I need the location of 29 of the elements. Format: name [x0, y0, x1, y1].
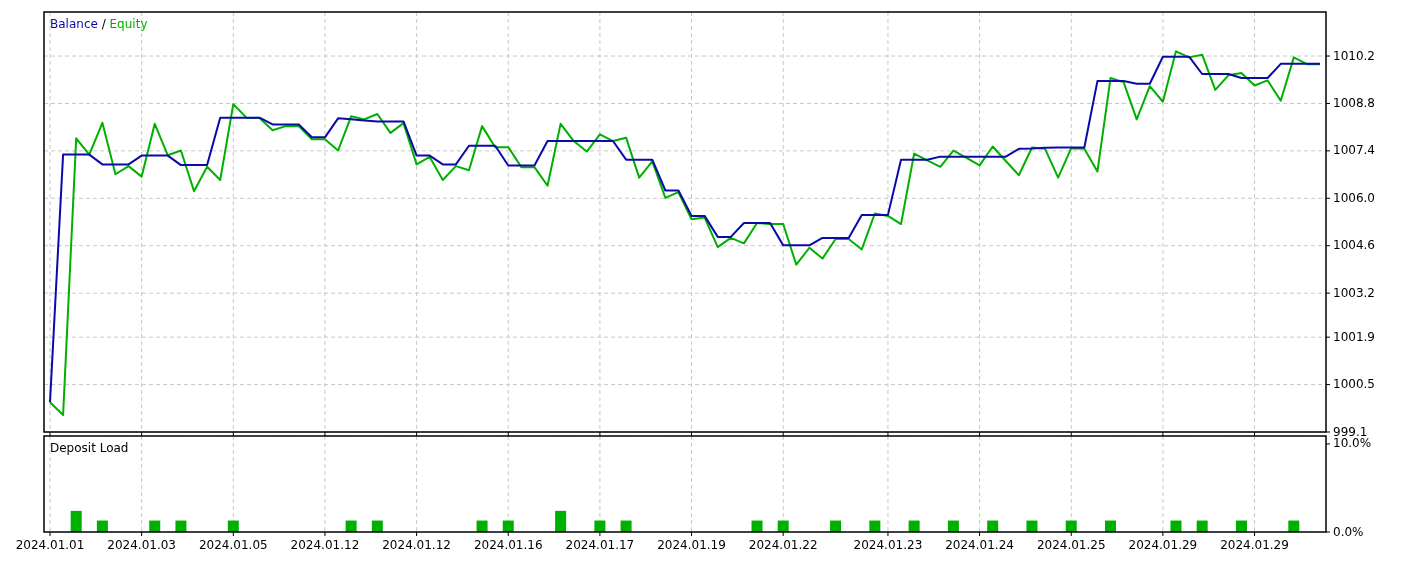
- y-tick-label: 999.1: [1333, 424, 1368, 439]
- chart-title: Deposit Load: [50, 441, 129, 455]
- x-tick-label: 2024.01.29: [1220, 538, 1289, 552]
- x-tick-label: 2024.01.25: [1036, 538, 1106, 552]
- y-tick-label: 1007.4: [1333, 143, 1375, 158]
- x-tick-label: 2024.01.17: [565, 538, 635, 552]
- x-tick-label: 2024.01.12: [290, 538, 360, 552]
- text: Balance: [50, 17, 98, 31]
- x-tick-label: 2024.01.01: [15, 538, 85, 552]
- x-tick-label: 2024.01.29: [1128, 538, 1198, 552]
- y-tick-label: 1000.5: [1333, 377, 1375, 392]
- y-tick-label: 10.0%: [1333, 436, 1372, 451]
- x-tick-label: 2024.01.19: [657, 538, 726, 552]
- y-tick-label: 1003.2: [1333, 285, 1375, 300]
- y-tick-label: 1001.9: [1333, 329, 1375, 344]
- x-tick-label: 2024.01.22: [748, 538, 818, 552]
- x-tick-label: 2024.01.23: [853, 538, 923, 552]
- annotation: /: [97, 17, 110, 31]
- x-tick-label: 2024.01.12: [382, 538, 451, 552]
- x-tick-label: 2024.01.24: [945, 538, 1014, 552]
- y-tick-label: 1010.2: [1333, 48, 1375, 63]
- x-tick-label: 2024.01.16: [473, 538, 543, 552]
- text: Equity: [109, 17, 148, 31]
- x-tick-label: 2024.01.05: [198, 538, 268, 552]
- x-tick-label: 2024.01.03: [107, 538, 177, 552]
- y-tick-label: 1008.8: [1333, 95, 1375, 110]
- y-tick-label: 1004.6: [1333, 238, 1375, 253]
- y-tick-label: 1006.0: [1333, 190, 1375, 205]
- y-tick-label: 0.0%: [1333, 524, 1364, 539]
